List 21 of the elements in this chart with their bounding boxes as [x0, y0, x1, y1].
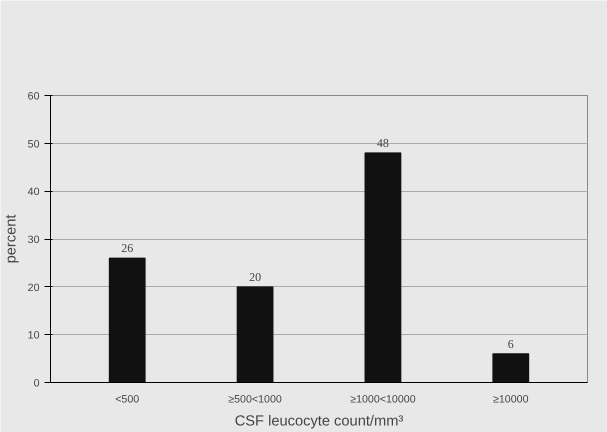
- y-tick-label: 40: [28, 186, 40, 198]
- x-axis-title: CSF leucocyte count/mm³: [234, 414, 404, 430]
- x-tick-label: <500: [115, 394, 140, 406]
- bar: [492, 353, 530, 382]
- x-tick-label: ≥1000<10000: [350, 394, 416, 406]
- y-tick-label: 60: [28, 90, 40, 102]
- data-label: 6: [508, 336, 514, 351]
- bar: [108, 258, 146, 382]
- y-tick-label: 20: [28, 282, 40, 294]
- y-tick-label: 30: [28, 234, 40, 246]
- data-label: 26: [121, 241, 134, 256]
- y-tick-label: 10: [28, 330, 40, 342]
- bar: [364, 152, 402, 382]
- y-axis-title: percent: [4, 214, 20, 264]
- data-label: 48: [376, 136, 389, 150]
- x-tick-label: ≥10000: [493, 394, 529, 406]
- x-tick-label: ≥500<1000: [228, 394, 282, 406]
- data-label: 20: [249, 270, 262, 284]
- bar: [236, 286, 274, 382]
- y-tick-label: 0: [34, 378, 40, 390]
- y-tick-label: 50: [28, 138, 40, 150]
